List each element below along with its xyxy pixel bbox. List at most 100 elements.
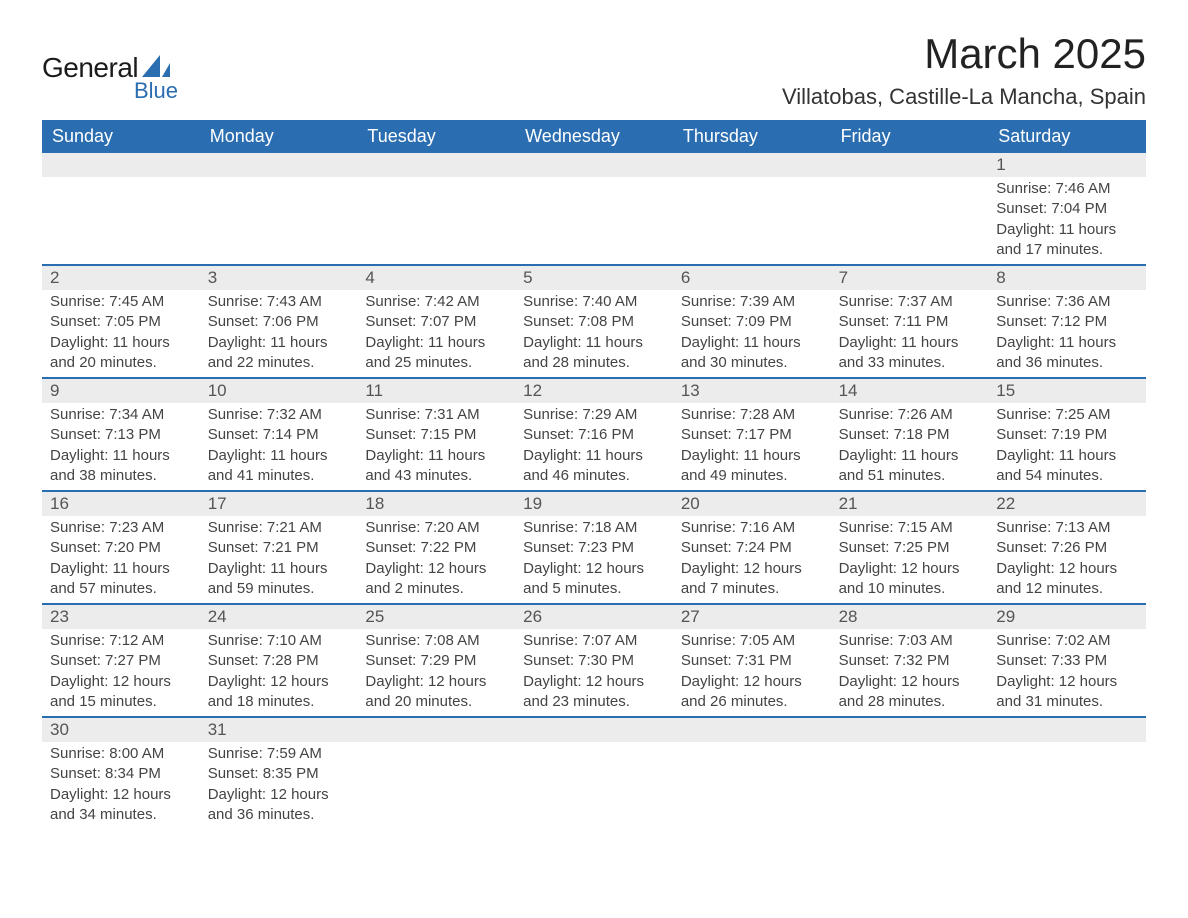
day-line: Sunset: 7:11 PM xyxy=(839,312,981,332)
day-line: Sunset: 7:08 PM xyxy=(523,312,665,332)
day-details: Sunrise: 7:39 AMSunset: 7:09 PMDaylight:… xyxy=(673,290,831,377)
calendar-day: 17Sunrise: 7:21 AMSunset: 7:21 PMDayligh… xyxy=(200,492,358,603)
day-details: Sunrise: 7:59 AMSunset: 8:35 PMDaylight:… xyxy=(200,742,358,829)
calendar-day xyxy=(673,718,831,829)
calendar-day: 21Sunrise: 7:15 AMSunset: 7:25 PMDayligh… xyxy=(831,492,989,603)
day-number: 20 xyxy=(673,492,831,516)
day-number xyxy=(515,718,673,742)
day-line: Sunset: 7:24 PM xyxy=(681,538,823,558)
day-details xyxy=(357,177,515,257)
calendar-day: 28Sunrise: 7:03 AMSunset: 7:32 PMDayligh… xyxy=(831,605,989,716)
day-line: Daylight: 11 hours and 49 minutes. xyxy=(681,446,823,487)
day-line: Daylight: 12 hours and 5 minutes. xyxy=(523,559,665,600)
day-number xyxy=(357,153,515,177)
day-number: 17 xyxy=(200,492,358,516)
day-details: Sunrise: 7:15 AMSunset: 7:25 PMDaylight:… xyxy=(831,516,989,603)
calendar-day: 25Sunrise: 7:08 AMSunset: 7:29 PMDayligh… xyxy=(357,605,515,716)
day-number: 31 xyxy=(200,718,358,742)
day-line: Sunset: 7:18 PM xyxy=(839,425,981,445)
logo-text-blue: Blue xyxy=(42,78,182,104)
day-line: Sunset: 7:25 PM xyxy=(839,538,981,558)
day-number: 10 xyxy=(200,379,358,403)
day-number xyxy=(831,718,989,742)
weekday-header: Thursday xyxy=(673,120,831,153)
day-line: Sunset: 7:32 PM xyxy=(839,651,981,671)
calendar-day: 26Sunrise: 7:07 AMSunset: 7:30 PMDayligh… xyxy=(515,605,673,716)
day-line: Daylight: 11 hours and 30 minutes. xyxy=(681,333,823,374)
day-details: Sunrise: 7:08 AMSunset: 7:29 PMDaylight:… xyxy=(357,629,515,716)
day-details: Sunrise: 7:16 AMSunset: 7:24 PMDaylight:… xyxy=(673,516,831,603)
day-line: Sunset: 7:22 PM xyxy=(365,538,507,558)
day-line: Sunset: 7:16 PM xyxy=(523,425,665,445)
calendar-day: 22Sunrise: 7:13 AMSunset: 7:26 PMDayligh… xyxy=(988,492,1146,603)
day-number xyxy=(515,153,673,177)
calendar-day: 19Sunrise: 7:18 AMSunset: 7:23 PMDayligh… xyxy=(515,492,673,603)
day-number xyxy=(357,718,515,742)
calendar-day xyxy=(357,153,515,264)
day-number: 14 xyxy=(831,379,989,403)
calendar-day: 12Sunrise: 7:29 AMSunset: 7:16 PMDayligh… xyxy=(515,379,673,490)
day-details: Sunrise: 8:00 AMSunset: 8:34 PMDaylight:… xyxy=(42,742,200,829)
calendar-day xyxy=(357,718,515,829)
day-number xyxy=(200,153,358,177)
weekday-header-row: SundayMondayTuesdayWednesdayThursdayFrid… xyxy=(42,120,1146,153)
day-details: Sunrise: 7:02 AMSunset: 7:33 PMDaylight:… xyxy=(988,629,1146,716)
day-details: Sunrise: 7:29 AMSunset: 7:16 PMDaylight:… xyxy=(515,403,673,490)
day-number: 9 xyxy=(42,379,200,403)
day-details: Sunrise: 7:13 AMSunset: 7:26 PMDaylight:… xyxy=(988,516,1146,603)
day-number: 4 xyxy=(357,266,515,290)
day-line: Sunrise: 7:08 AM xyxy=(365,631,507,651)
day-line: Sunset: 7:28 PM xyxy=(208,651,350,671)
day-line: Daylight: 12 hours and 2 minutes. xyxy=(365,559,507,600)
day-line: Sunset: 7:30 PM xyxy=(523,651,665,671)
day-details: Sunrise: 7:03 AMSunset: 7:32 PMDaylight:… xyxy=(831,629,989,716)
day-line: Daylight: 11 hours and 38 minutes. xyxy=(50,446,192,487)
calendar-day: 2Sunrise: 7:45 AMSunset: 7:05 PMDaylight… xyxy=(42,266,200,377)
day-line: Sunset: 7:19 PM xyxy=(996,425,1138,445)
day-line: Sunset: 7:06 PM xyxy=(208,312,350,332)
day-line: Sunrise: 7:15 AM xyxy=(839,518,981,538)
day-line: Daylight: 12 hours and 15 minutes. xyxy=(50,672,192,713)
day-number: 30 xyxy=(42,718,200,742)
day-details: Sunrise: 7:46 AMSunset: 7:04 PMDaylight:… xyxy=(988,177,1146,264)
calendar-week: 23Sunrise: 7:12 AMSunset: 7:27 PMDayligh… xyxy=(42,603,1146,716)
day-details: Sunrise: 7:32 AMSunset: 7:14 PMDaylight:… xyxy=(200,403,358,490)
day-line: Daylight: 12 hours and 12 minutes. xyxy=(996,559,1138,600)
day-line: Sunrise: 7:29 AM xyxy=(523,405,665,425)
day-line: Sunset: 7:09 PM xyxy=(681,312,823,332)
day-details xyxy=(831,177,989,257)
day-line: Sunset: 8:35 PM xyxy=(208,764,350,784)
calendar-day: 30Sunrise: 8:00 AMSunset: 8:34 PMDayligh… xyxy=(42,718,200,829)
day-number: 15 xyxy=(988,379,1146,403)
weekday-header: Sunday xyxy=(42,120,200,153)
day-line: Sunrise: 7:37 AM xyxy=(839,292,981,312)
calendar-day: 8Sunrise: 7:36 AMSunset: 7:12 PMDaylight… xyxy=(988,266,1146,377)
day-line: Sunset: 7:20 PM xyxy=(50,538,192,558)
day-number: 6 xyxy=(673,266,831,290)
calendar-day: 23Sunrise: 7:12 AMSunset: 7:27 PMDayligh… xyxy=(42,605,200,716)
day-details xyxy=(673,742,831,822)
calendar-day: 15Sunrise: 7:25 AMSunset: 7:19 PMDayligh… xyxy=(988,379,1146,490)
day-line: Daylight: 12 hours and 31 minutes. xyxy=(996,672,1138,713)
day-number: 16 xyxy=(42,492,200,516)
weekday-header: Saturday xyxy=(988,120,1146,153)
day-number: 5 xyxy=(515,266,673,290)
day-number: 11 xyxy=(357,379,515,403)
day-line: Sunrise: 7:13 AM xyxy=(996,518,1138,538)
day-number: 12 xyxy=(515,379,673,403)
day-line: Daylight: 11 hours and 36 minutes. xyxy=(996,333,1138,374)
day-line: Daylight: 11 hours and 25 minutes. xyxy=(365,333,507,374)
calendar-day xyxy=(515,153,673,264)
day-number: 26 xyxy=(515,605,673,629)
calendar-day: 5Sunrise: 7:40 AMSunset: 7:08 PMDaylight… xyxy=(515,266,673,377)
day-number xyxy=(42,153,200,177)
day-line: Daylight: 12 hours and 28 minutes. xyxy=(839,672,981,713)
day-line: Daylight: 12 hours and 26 minutes. xyxy=(681,672,823,713)
day-line: Sunset: 7:05 PM xyxy=(50,312,192,332)
day-line: Daylight: 11 hours and 22 minutes. xyxy=(208,333,350,374)
day-line: Sunset: 7:27 PM xyxy=(50,651,192,671)
calendar-day: 10Sunrise: 7:32 AMSunset: 7:14 PMDayligh… xyxy=(200,379,358,490)
calendar-week: 2Sunrise: 7:45 AMSunset: 7:05 PMDaylight… xyxy=(42,264,1146,377)
calendar-week: 16Sunrise: 7:23 AMSunset: 7:20 PMDayligh… xyxy=(42,490,1146,603)
calendar: SundayMondayTuesdayWednesdayThursdayFrid… xyxy=(42,120,1146,829)
